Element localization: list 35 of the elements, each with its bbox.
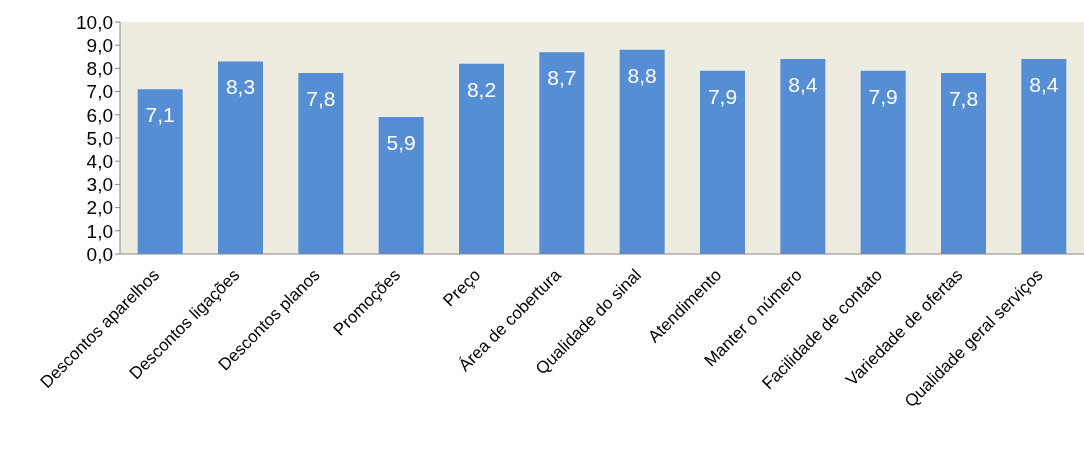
y-tick-label: 5,0 [86, 127, 113, 149]
bar [780, 59, 826, 254]
data-label: 7,8 [306, 86, 336, 110]
data-label: 8,4 [1029, 73, 1059, 97]
bar [218, 61, 264, 254]
data-label: 8,3 [225, 75, 256, 99]
y-tick-label: 3,0 [86, 174, 113, 196]
data-label: 8,2 [466, 77, 497, 101]
y-tick-label: 6,0 [86, 104, 113, 126]
bar [700, 70, 746, 254]
y-tick-label: 0,0 [86, 243, 113, 265]
bar [539, 52, 585, 254]
y-tick-label: 2,0 [86, 197, 113, 219]
data-label: 7,1 [145, 103, 175, 127]
data-label: 5,9 [386, 131, 416, 155]
y-tick-label: 4,0 [86, 150, 113, 172]
y-tick-label: 1,0 [86, 220, 113, 242]
bar [619, 49, 665, 254]
bar [459, 63, 505, 254]
data-label: 8,7 [547, 66, 577, 90]
bar [860, 70, 906, 254]
y-tick-label: 7,0 [86, 81, 113, 103]
bar [298, 73, 344, 254]
data-label: 7,8 [948, 86, 979, 110]
bar [941, 73, 987, 254]
data-label: 8,8 [627, 63, 657, 87]
bar [137, 89, 183, 254]
y-tick-label: 10,0 [76, 11, 113, 33]
bar [1021, 59, 1067, 254]
data-label: 7,9 [707, 84, 738, 108]
y-tick-label: 9,0 [86, 34, 113, 56]
data-label: 7,9 [868, 84, 898, 108]
y-tick-label: 8,0 [86, 58, 113, 80]
data-label: 8,4 [788, 73, 818, 97]
bar [378, 117, 424, 254]
